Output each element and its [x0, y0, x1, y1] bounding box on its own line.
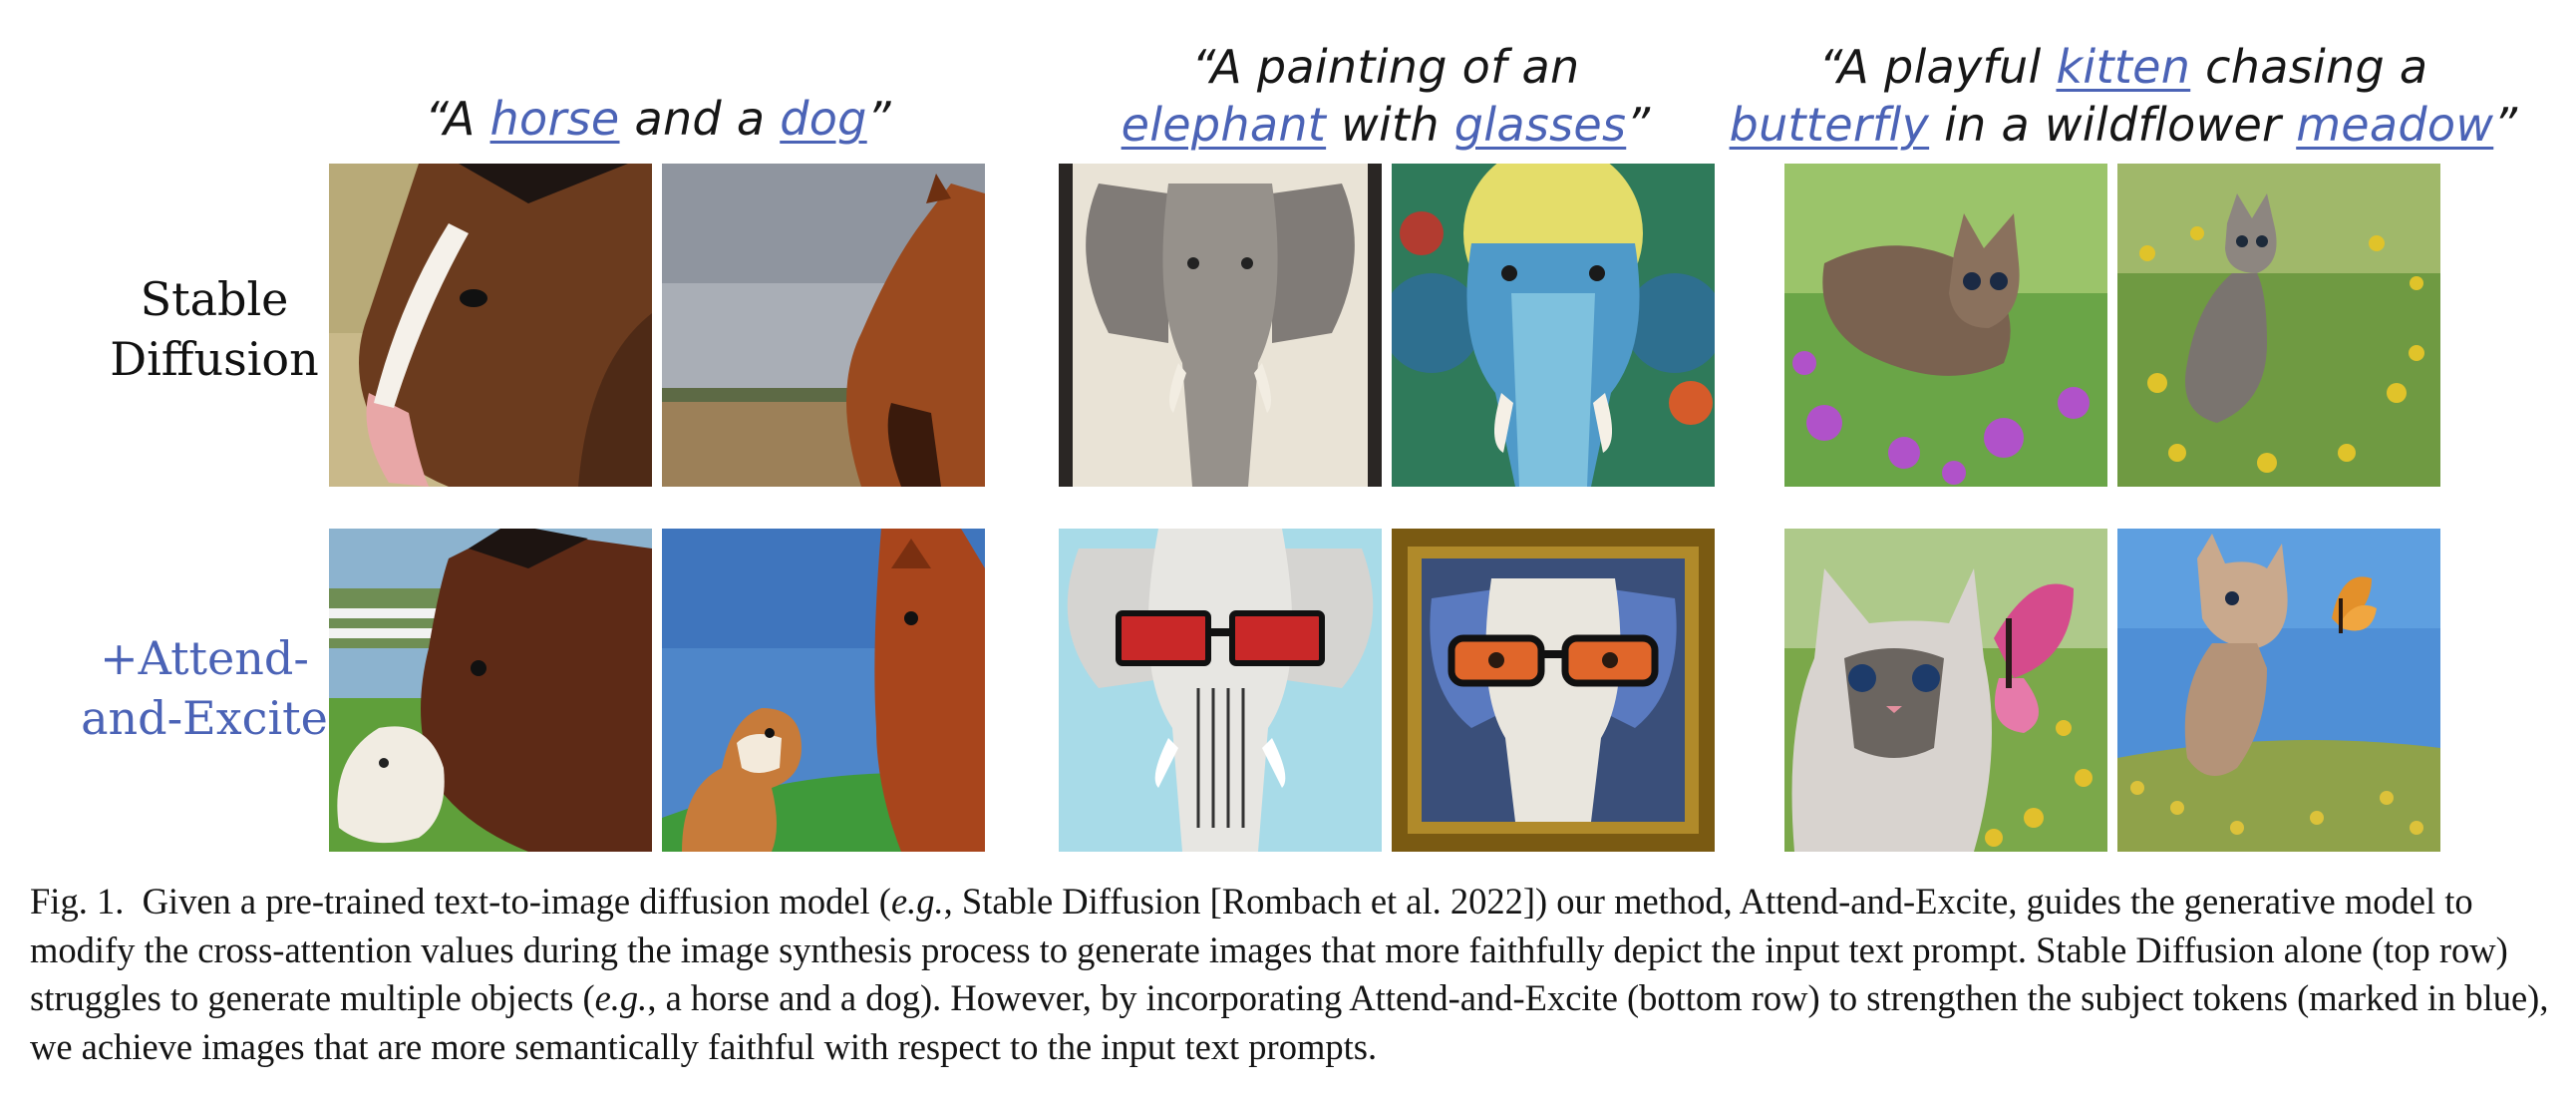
- prompt-text: ”: [866, 92, 891, 146]
- ae-kitten-image-1: [1784, 529, 2107, 852]
- caption-text: , Stable Diffusion [Rombach et al. 2022]…: [30, 881, 2508, 1018]
- prompt-line: “A horse and a dog”: [329, 90, 987, 148]
- prompt-text: chasing a: [2190, 40, 2428, 94]
- ae-kitten-image-2: [2117, 529, 2440, 852]
- sd-kitten-image-1: [1784, 164, 2107, 487]
- prompt-text: “A playful: [1818, 40, 2057, 94]
- caption-text: Given a pre-trained text-to-image diffus…: [142, 881, 891, 921]
- row-label-line: and-Excite: [81, 691, 328, 745]
- prompt-horse-dog: “A horse and a dog”: [329, 90, 987, 148]
- ae-horse-dog-image-1: [329, 529, 652, 852]
- caption-text: , a horse and a dog). However, by incorp…: [30, 977, 2549, 1067]
- subject-token: kitten: [2056, 40, 2191, 94]
- figure-number: Fig. 1.: [30, 881, 125, 921]
- caption-eg: e.g.: [594, 977, 648, 1018]
- prompt-kitten-butterfly: “A playful kitten chasing a butterfly in …: [1715, 38, 2532, 154]
- caption-eg: e.g.: [890, 881, 944, 921]
- prompt-line: butterfly in a wildflower meadow”: [1715, 96, 2532, 154]
- prompt-text: “A painting of an: [1191, 40, 1580, 94]
- subject-token: dog: [780, 92, 867, 146]
- ae-elephant-image-2: [1392, 529, 1715, 852]
- subject-token: horse: [489, 92, 620, 146]
- prompt-text: “A: [425, 92, 490, 146]
- ae-horse-dog-image-2: [662, 529, 985, 852]
- prompt-line: “A painting of an: [1057, 38, 1715, 96]
- ae-elephant-image-1: [1059, 529, 1382, 852]
- row-label-line: Stable: [140, 272, 289, 326]
- subject-token: meadow: [2296, 98, 2494, 152]
- prompt-text: ”: [1626, 98, 1651, 152]
- prompt-text: and a: [619, 92, 781, 146]
- subject-token: elephant: [1121, 98, 1327, 152]
- prompt-text: ”: [2493, 98, 2518, 152]
- prompt-text: in a wildflower: [1929, 98, 2297, 152]
- sd-elephant-image-2: [1392, 164, 1715, 487]
- row-label-line: Diffusion: [110, 332, 319, 386]
- row-label-stable-diffusion: Stable Diffusion: [100, 269, 329, 389]
- prompt-line: “A playful kitten chasing a: [1715, 38, 2532, 96]
- subject-token: butterfly: [1729, 98, 1930, 152]
- sd-horse-image-1: [329, 164, 652, 487]
- prompt-line: elephant with glasses”: [1057, 96, 1715, 154]
- figure-caption: Fig. 1. Given a pre-trained text-to-imag…: [30, 878, 2552, 1071]
- sd-kitten-image-2: [2117, 164, 2440, 487]
- sd-horse-image-2: [662, 164, 985, 487]
- row-label-attend-and-excite: +Attend- and-Excite: [80, 628, 329, 748]
- row-label-line: +Attend-: [100, 631, 309, 685]
- subject-token: glasses: [1453, 98, 1627, 152]
- prompt-text: with: [1326, 98, 1454, 152]
- sd-elephant-image-1: [1059, 164, 1382, 487]
- prompt-elephant-glasses: “A painting of an elephant with glasses”: [1057, 38, 1715, 154]
